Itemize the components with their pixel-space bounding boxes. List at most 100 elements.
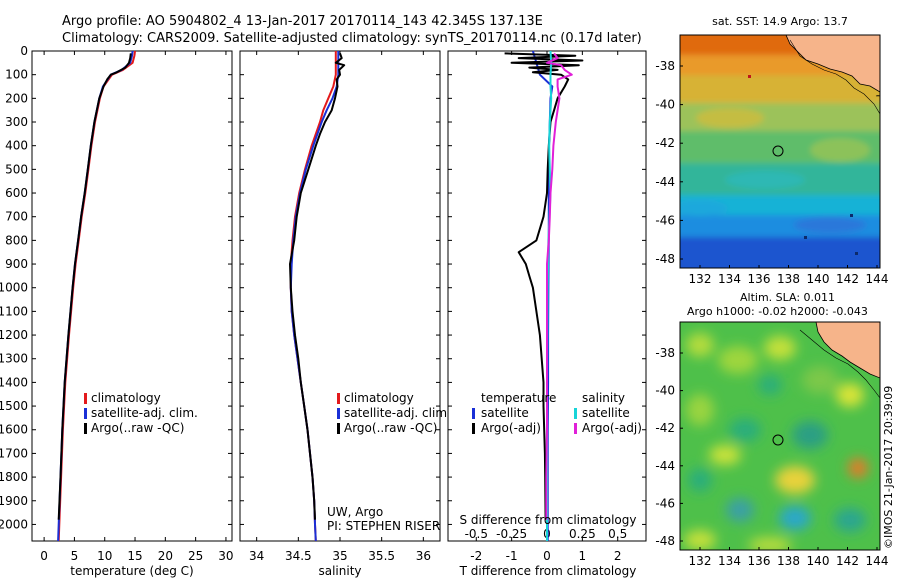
salinity-x-label: salinity xyxy=(318,564,361,578)
sst-land-mass xyxy=(785,35,880,93)
sst-map-frame xyxy=(679,34,881,269)
x-tick-label: 30 xyxy=(218,549,233,563)
map-y-tick-label: -46 xyxy=(655,496,675,510)
x-tick-label: 0 xyxy=(543,549,551,563)
sla-land-mass xyxy=(815,322,880,379)
map-x-tick-label: 136 xyxy=(748,554,771,568)
map-y-tick-label: -42 xyxy=(655,136,675,150)
difference-x-axis: -2 -1 0 1 2-0.5 -0.25 0 0.25 0.5 xyxy=(465,51,627,563)
x-tick-label: 34 xyxy=(249,549,264,563)
depth-tick-label: 700 xyxy=(5,210,28,224)
sla-map-frame xyxy=(679,321,881,551)
x-tick-label: 34.5 xyxy=(285,549,312,563)
legend-label-t-satellite: satellite xyxy=(481,406,529,420)
depth-tick-label: 1200 xyxy=(0,328,28,342)
map-x-tick-label: 132 xyxy=(689,272,712,286)
legend-swatch-argo xyxy=(84,423,87,434)
sla-map-axes: 132 134 136 138 140 142 144 -38 -40 -42 -44 -46 -48 xyxy=(655,346,888,568)
depth-tick-label: 1100 xyxy=(0,304,28,318)
sst-island xyxy=(875,95,880,111)
x-tick-label: 1 xyxy=(579,549,587,563)
x-tick-label: -1 xyxy=(506,549,518,563)
s-diff-tick-label: 0.5 xyxy=(608,527,627,541)
salinity-y-ticks xyxy=(240,50,440,525)
map-x-tick-label: 144 xyxy=(866,272,889,286)
sst-map-axes: 132 134 136 138 140 142 144 -38 -40 -42 -44 -46 -48 xyxy=(655,59,888,286)
legend-swatch-t-satellite xyxy=(472,408,475,419)
map-y-tick-label: -48 xyxy=(655,534,675,548)
series-line-salinity-argo-adj- xyxy=(545,52,573,520)
sla-map-panel: Altim. SLA: 0.011 Argo h1000: -0.02 h200… xyxy=(655,291,888,568)
x-tick-label: 15 xyxy=(127,549,142,563)
depth-tick-label: 600 xyxy=(5,186,28,200)
map-y-tick-label: -44 xyxy=(655,459,675,473)
depth-axis: 0 100 200 300 400 500 600 700 800 900 1000 1100 1200… xyxy=(0,44,232,531)
legend-swatch-argo xyxy=(337,423,340,434)
x-tick-label: 36 xyxy=(416,549,431,563)
x-tick-label: 35.5 xyxy=(368,549,395,563)
x-tick-label: 35 xyxy=(332,549,347,563)
s-diff-tick-label: -0.5 xyxy=(465,527,488,541)
salinity-annotation-line1: UW, Argo xyxy=(327,505,383,519)
x-tick-label: 25 xyxy=(188,549,203,563)
depth-tick-label: 1400 xyxy=(0,375,28,389)
difference-legend: temperature salinity satellite Argo(-adj… xyxy=(472,391,642,435)
sst-map-panel: sat. SST: 14.9 Argo: 13.7 xyxy=(655,15,888,286)
map-x-tick-label: 138 xyxy=(777,554,800,568)
legend-swatch-t-argo xyxy=(472,423,475,434)
temperature-x-label: temperature (deg C) xyxy=(70,564,193,578)
x-tick-label: 10 xyxy=(97,549,112,563)
s-difference-label: S difference from climatology xyxy=(460,513,637,527)
map-x-tick-label: 134 xyxy=(718,554,741,568)
salinity-legend: climatology satellite-adj. clim. Argo(..… xyxy=(337,391,451,435)
salinity-x-axis: 34 34.5 35 35.5 36 xyxy=(249,51,431,563)
x-tick-label: -2 xyxy=(470,549,482,563)
map-y-tick-label: -38 xyxy=(655,346,675,360)
sst-shelf-contour xyxy=(789,39,880,115)
sla-argo-location-marker xyxy=(772,434,784,446)
sla-shelf-contour xyxy=(799,329,880,399)
sla-map-title-line2: Argo h1000: -0.02 h2000: -0.043 xyxy=(687,305,868,318)
map-x-tick-label: 132 xyxy=(689,554,712,568)
legend-swatch-satellite-adj xyxy=(337,408,340,419)
map-x-tick-label: 140 xyxy=(807,554,830,568)
legend-label-satellite-adj: satellite-adj. clim. xyxy=(91,406,198,420)
difference-panel: -2 -1 0 1 2-0.5 -0.25 0 0.25 0.5 S difference fr… xyxy=(447,50,647,578)
legend-label-s-argo: Argo(-adj) xyxy=(582,421,642,435)
map-x-tick-label: 140 xyxy=(807,272,830,286)
sst-map-title: sat. SST: 14.9 Argo: 13.7 xyxy=(712,15,848,28)
map-y-tick-label: -40 xyxy=(655,98,675,112)
series-line-argo-raw-qc- xyxy=(289,53,346,520)
legend-swatch-s-satellite xyxy=(574,408,577,419)
t-difference-x-label: T difference from climatology xyxy=(459,564,637,578)
depth-tick-label: 800 xyxy=(5,233,28,247)
salinity-annotation-line2: PI: STEPHEN RISER xyxy=(327,519,440,533)
legend-label-climatology: climatology xyxy=(344,391,414,405)
s-diff-tick-label: -0.25 xyxy=(496,527,527,541)
depth-tick-label: 500 xyxy=(5,162,28,176)
temperature-panel: 0100200300400500600700800900100011001200… xyxy=(0,44,234,578)
x-tick-label: 20 xyxy=(158,549,173,563)
difference-y-ticks xyxy=(448,50,646,525)
legend-title-temperature: temperature xyxy=(481,391,556,405)
depth-tick-label: 1000 xyxy=(0,281,28,295)
legend-swatch-climatology xyxy=(84,393,87,404)
map-x-tick-label: 134 xyxy=(718,272,741,286)
map-x-tick-label: 142 xyxy=(836,554,859,568)
sst-argo-location-marker xyxy=(772,145,784,157)
map-y-tick-label: -40 xyxy=(655,384,675,398)
temperature-series xyxy=(57,50,136,542)
depth-tick-label: 900 xyxy=(5,257,28,271)
difference-series xyxy=(504,50,584,541)
salinity-plot-frame xyxy=(239,50,441,542)
legend-title-salinity: salinity xyxy=(582,391,625,405)
sla-heatmap xyxy=(680,322,880,550)
depth-tick-label: 1700 xyxy=(0,446,28,460)
s-diff-tick-label: 0.25 xyxy=(569,527,596,541)
legend-swatch-climatology xyxy=(337,393,340,404)
x-tick-label: 5 xyxy=(71,549,79,563)
depth-tick-label: 1300 xyxy=(0,352,28,366)
depth-tick-label: 100 xyxy=(5,68,28,82)
depth-tick-label: 300 xyxy=(5,115,28,129)
